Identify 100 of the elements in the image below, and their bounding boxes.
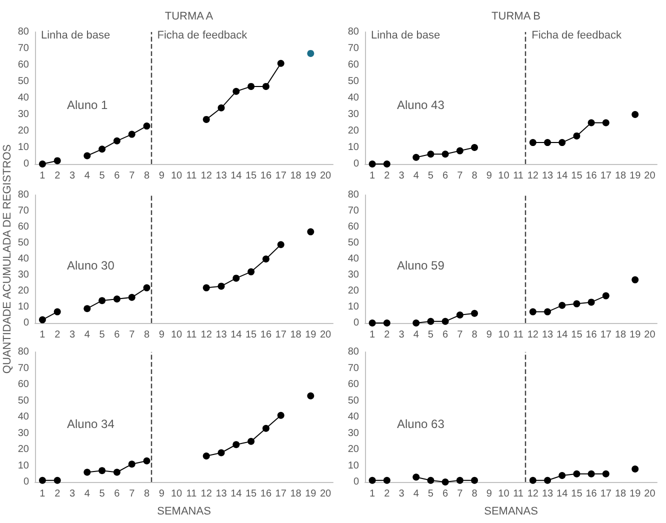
x-tick-label: 19 [305,170,317,182]
x-tick-label: 9 [486,170,492,182]
x-tick-label: 18 [290,170,302,182]
x-tick-label: 14 [556,488,568,500]
x-tick-label: 6 [442,170,449,182]
y-tick-label: 80 [18,26,30,38]
x-tick-label: 17 [275,330,287,340]
x-tick-label: 6 [442,488,449,500]
y-tick-label: 60 [348,222,360,232]
x-tick-label: 7 [457,330,464,340]
x-tick-label: 2 [384,170,390,182]
y-tick-label: 20 [348,286,360,296]
x-tick-label: 15 [571,488,583,500]
x-tick-label: 5 [99,330,106,340]
y-tick-label: 50 [18,395,30,406]
annotation: Aluno 59 [397,258,445,273]
x-tick-label: 6 [442,330,449,340]
x-tick-label: 7 [129,330,136,340]
x-tick-label: 1 [370,488,376,500]
x-tick-label: 15 [245,488,258,500]
x-tick-label: 17 [275,488,287,500]
x-tick-label: 17 [600,488,612,500]
y-tick-label: 60 [348,379,360,390]
y-tick-label: 0 [23,476,30,488]
x-tick-label: 8 [472,488,478,500]
annotation: Aluno 63 [397,416,445,431]
x-tick-label: 2 [384,330,390,340]
x-tick-label: 3 [69,488,76,500]
y-tick-label: 0 [23,158,30,170]
annotation: Aluno 30 [67,258,115,273]
x-tick-label: 19 [630,488,642,500]
x-tick-label: 9 [158,488,165,500]
x-tick-label: 10 [170,170,183,182]
y-tick-label: 40 [348,254,360,264]
x-tick-label: 12 [527,330,539,340]
y-tick-label: 30 [348,270,360,280]
y-tick-label: 50 [18,238,30,248]
x-tick-label: 3 [69,170,76,182]
y-tick-label: 40 [18,92,30,104]
x-tick-label: 20 [644,170,656,182]
y-tick-label: 50 [348,76,360,87]
y-tick-label: 10 [18,302,30,312]
x-tick-label: 14 [556,170,568,182]
y-tick-label: 70 [348,43,360,54]
y-tick-label: 10 [18,460,30,472]
x-tick-label: 5 [428,170,434,182]
x-tick-label: 11 [186,488,198,500]
x-tick-label: 15 [245,170,258,182]
y-tick-label: 20 [18,126,30,136]
x-tick-label: 13 [542,330,554,340]
x-axis-title: SEMANAS [484,506,538,518]
x-tick-label: 7 [457,170,464,182]
y-tick-label: 0 [353,158,360,170]
x-tick-label: 11 [186,170,198,182]
x-tick-label: 20 [644,488,656,500]
x-tick-label: 11 [186,330,198,340]
x-tick-label: 18 [614,488,626,500]
x-tick-label: 13 [542,488,554,500]
y-tick-label: 80 [348,346,360,358]
y-tick-label: 0 [353,318,360,328]
x-tick-label: 9 [158,330,165,340]
x-tick-label: 5 [99,488,106,500]
x-tick-label: 2 [54,170,61,182]
x-tick-label: 20 [320,488,332,500]
annotation: Linha de base [371,30,440,42]
x-tick-label: 9 [486,488,492,500]
y-tick-label: 30 [348,428,360,439]
x-tick-label: 9 [158,170,165,182]
x-tick-label: 19 [305,330,317,340]
x-tick-label: 8 [144,170,150,182]
x-tick-label: 10 [170,330,183,340]
y-tick-label: 10 [348,142,360,153]
x-tick-label: 11 [513,330,524,340]
x-tick-label: 12 [200,330,212,340]
annotation: Ficha de feedback [532,30,622,42]
y-tick-label: 20 [348,126,360,136]
x-tick-label: 3 [398,330,405,340]
x-tick-label: 19 [630,330,642,340]
x-tick-label: 16 [260,170,272,182]
x-tick-label: 13 [216,488,228,500]
x-tick-label: 18 [614,170,626,182]
x-tick-label: 7 [457,488,464,500]
y-tick-label: 80 [18,346,30,358]
y-tick-label: 50 [348,395,360,406]
x-tick-label: 20 [320,330,332,340]
x-tick-label: 10 [170,488,183,500]
x-tick-label: 1 [40,330,46,340]
x-tick-label: 4 [413,330,420,340]
x-tick-label: 6 [114,170,120,182]
y-tick-label: 70 [18,206,30,216]
x-tick-label: 4 [84,488,90,500]
y-tick-label: 0 [353,476,360,488]
x-tick-label: 6 [114,488,120,500]
x-tick-label: 8 [144,488,150,500]
x-tick-label: 14 [230,330,242,340]
y-tick-label: 40 [348,412,360,422]
y-tick-label: 40 [18,254,30,264]
x-tick-label: 1 [370,170,376,182]
x-tick-label: 18 [614,330,626,340]
x-tick-label: 14 [556,330,568,340]
